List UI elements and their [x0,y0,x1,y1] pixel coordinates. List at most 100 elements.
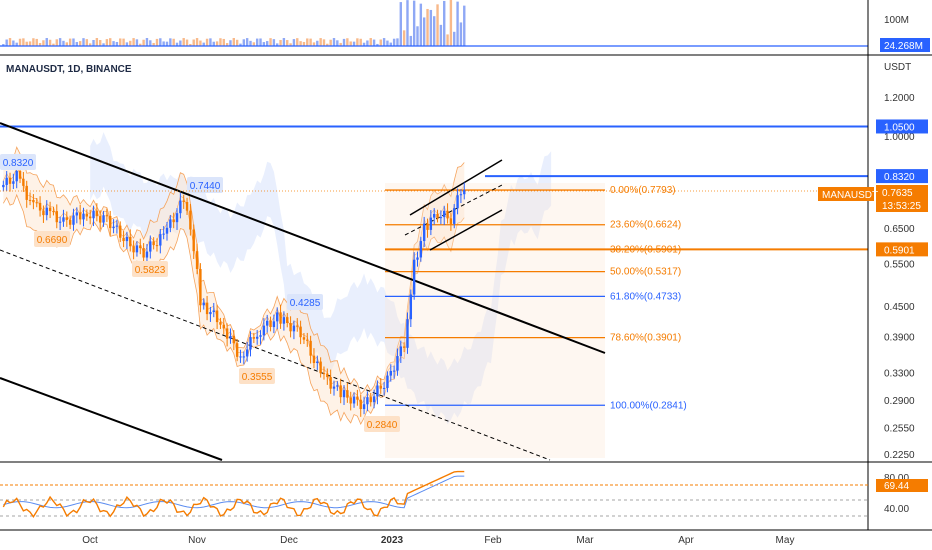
candle-body [142,248,145,258]
candle-body [75,212,79,216]
volume-bar [282,38,286,46]
volume-bar [75,42,79,46]
volume-bar [235,39,239,46]
volume-bar [463,5,466,46]
candle-body [12,181,15,184]
candle-body [429,217,433,230]
volume-bar [286,40,289,46]
volume-bar [122,38,125,46]
volume-bar [349,41,352,46]
volume-bar [306,38,309,46]
candle-body [48,207,52,212]
candle-body [382,387,386,389]
volume-bar [382,38,386,46]
candle-body [349,397,352,404]
price-tick: 0.2550 [884,423,915,434]
ichimoku-cloud-area [90,132,552,425]
candle-body [326,373,329,378]
candle-body [419,241,423,258]
candle-body [392,370,396,372]
candle-body [362,404,366,410]
descending-trendline-lower [0,377,223,461]
volume-bar [399,2,402,46]
rsi-ma-line [3,475,465,509]
candle-body [45,207,48,216]
volume-bar [322,39,326,46]
time-tick: Apr [678,535,694,546]
price-tick: 0.3300 [884,368,915,379]
candle-body [446,210,449,219]
candle-body [65,217,68,220]
candle-body [135,245,139,253]
volume-bar [175,42,179,46]
price-labels: 0.8320 0.6690 0.5823 0.7440 0.4285 0.3555 0.28… [0,154,400,432]
candle-body [92,210,95,219]
fib-level-label: 100.00%(0.2841) [610,400,687,411]
candle-body [242,356,246,358]
price-label-bg [132,261,168,277]
time-tick: 2023 [381,535,404,546]
time-tick: May [776,535,795,546]
candle-body [125,236,129,242]
volume-bar [362,42,366,46]
candle-body [352,396,356,404]
volume-bar [329,39,332,46]
volume-bar [396,38,399,46]
rsi-line [2,470,465,518]
volume-bar [129,40,132,46]
candle-body [219,322,222,325]
candle-body [58,221,62,223]
volume-bar [222,38,225,46]
price-tick: 0.4500 [884,302,915,313]
current-price-badge-bg [876,185,928,199]
candle-body [255,336,259,339]
volume-bar [386,40,389,46]
candle-body [229,335,232,339]
volume-bar [245,38,249,46]
volume-bar [42,40,45,46]
price-label: 0.6690 [37,235,68,246]
candle-body [2,184,5,188]
candle-body [195,251,199,270]
price-label: 0.3555 [242,372,273,383]
candle-body [38,202,42,211]
candle-body [212,310,215,312]
candle-body [205,302,209,315]
volume-bar [139,43,142,46]
volume-bar [212,41,215,46]
candle-body [209,311,212,315]
volume-bar [195,38,199,46]
candle-body [95,210,99,217]
volume-bar [15,42,18,46]
fib-level-label: 78.60%(0.3901) [610,333,681,344]
volume-bar [406,0,409,47]
candle-body [165,227,169,234]
volume-bar [402,30,406,46]
candle-body [192,229,195,252]
volume-bar [372,39,376,46]
price-label-bg [0,154,36,170]
candle-body [289,323,292,332]
fib-level-label: 0.00%(0.7793) [610,185,676,196]
volume-bar [326,43,329,46]
volume-bar [449,0,453,46]
price-unit-label: USDT [884,62,911,73]
trendlines [0,122,606,461]
price-tick: 0.3900 [884,333,915,344]
volume-bar [92,39,95,46]
volume-bars [2,0,466,47]
candle-body [453,208,456,224]
price-tick: 0.2900 [884,396,915,407]
volume-bar [429,9,433,46]
volume-bar [102,43,105,46]
price-badge: 0.8320 [884,172,915,183]
price-label-bg [364,416,400,432]
volume-bar [409,35,413,46]
volume-bar [55,39,58,46]
candle-body [389,370,392,376]
symbol-title: MANAUSDT, 1D, BINANCE [6,64,132,75]
candle-body [172,219,175,223]
volume-bar [185,39,189,46]
volume-bar [149,40,152,46]
